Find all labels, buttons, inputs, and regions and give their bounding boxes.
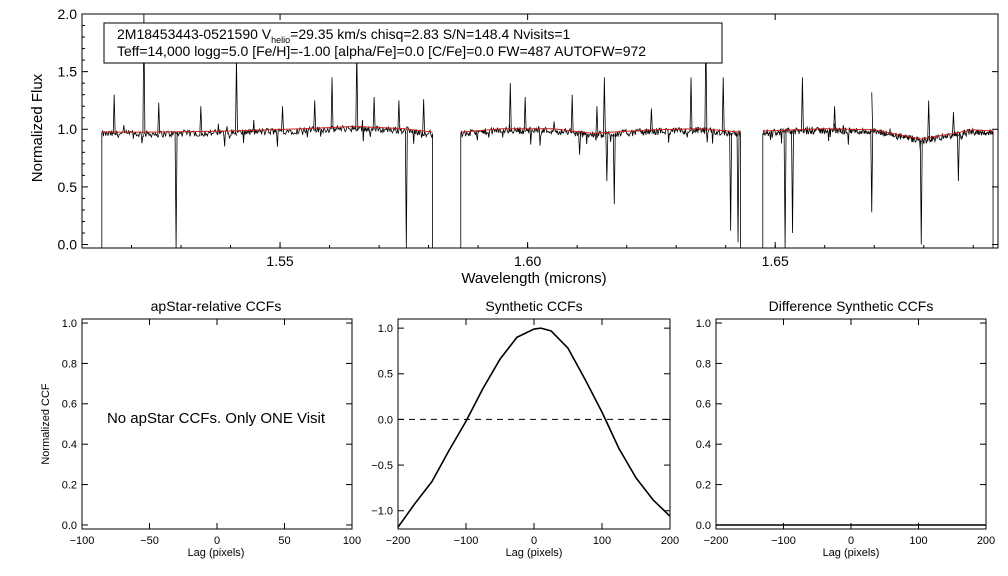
ccf3-ytick-label: 0.4 <box>696 439 711 451</box>
ccf3-ytick-label: 0.8 <box>696 358 711 370</box>
ccf1-ticks: −100 −50 0 50 100 0.0 0.2 0.4 0.6 0.8 1.0 <box>62 318 361 547</box>
ccf3-ytick-label: 0.2 <box>696 479 711 491</box>
ccf1-ytick-label: 0.0 <box>62 520 77 532</box>
ccf3-title: Difference Synthetic CCFs <box>769 298 934 314</box>
ccf1-xtick-label: −50 <box>140 535 159 547</box>
info-box <box>103 22 723 64</box>
spectrum-ytick-label: 2.0 <box>58 6 78 22</box>
spectrum-ytick-label: 0.5 <box>58 179 78 195</box>
ccf2-ytick-label: −1.0 <box>371 506 393 518</box>
ccf2-xtick-label: −200 <box>386 535 411 547</box>
ccf2-lines <box>397 327 671 528</box>
spectrum-ytick-label: 1.0 <box>58 121 78 137</box>
ccf1-ytick-label: 0.4 <box>62 439 77 451</box>
ccf1-xtick-label: −100 <box>70 535 95 547</box>
ccf1-ytick-label: 1.0 <box>62 318 77 330</box>
ccf2-frame <box>397 318 671 530</box>
ccf-panel-difference: Difference Synthetic CCFs −200 −100 0 100 20… <box>696 298 995 559</box>
ccf1-xlabel: Lag (pixels) <box>188 547 245 559</box>
spectrum-xtick-label: 1.60 <box>514 253 541 269</box>
ccf3-xtick-label: 200 <box>977 535 995 547</box>
ccf3-ticks: −200 −100 0 100 200 0.0 0.2 0.4 0.6 0.8 1.0 <box>696 318 995 547</box>
ccf3-xtick-label: −100 <box>771 535 796 547</box>
spectrum-chip-2-line <box>460 31 741 248</box>
spectrum-lines <box>101 13 994 249</box>
ccf3-xtick-label: 0 <box>848 535 854 547</box>
spectrum-xlabel: Wavelength (microns) <box>461 270 606 287</box>
ccf-panel-apstar: apStar-relative CCFs −100 −50 0 50 100 0.0 0.2… <box>40 298 361 559</box>
ccf2-ytick-label: 1.0 <box>378 323 393 335</box>
spectrum-xtick-label: 1.55 <box>266 253 293 269</box>
spectrum-chip-3-line <box>762 77 994 249</box>
ccf2-ticks: −200 −100 0 100 200 −1.0 −0.5 0.0 0.5 1.0 <box>371 319 679 547</box>
model-chip-3-line <box>762 128 994 140</box>
info-line-1: 2M18453443-0521590 Vhelio=29.35 km/s chi… <box>117 26 571 45</box>
ccf2-xtick-label: 100 <box>593 535 611 547</box>
ccf2-xtick-label: −100 <box>454 535 479 547</box>
ccf1-message: No apStar CCFs. Only ONE Visit <box>107 410 326 427</box>
spectrum-y-ticks: 1.55 1.60 1.65 0.0 0.5 1.0 1.5 2.0 <box>58 6 998 269</box>
ccf2-title: Synthetic CCFs <box>485 298 582 314</box>
spectrum-panel: 1.55 1.60 1.65 0.0 0.5 1.0 1.5 2.0 Normalized F… <box>29 6 999 287</box>
ccf3-xtick-label: −200 <box>704 535 729 547</box>
spectrum-frame <box>81 13 999 249</box>
ccf3-frame <box>715 318 987 530</box>
ccf3-xlabel: Lag (pixels) <box>823 547 880 559</box>
ccf2-xtick-label: 200 <box>661 535 679 547</box>
synthetic-ccf-line <box>397 327 671 528</box>
info-line-2: Teff=14,000 logg=5.0 [Fe/H]=-1.00 [alpha… <box>117 43 646 59</box>
ccf3-ytick-label: 0.0 <box>696 520 711 532</box>
ccf2-xlabel: Lag (pixels) <box>506 547 563 559</box>
ccf1-title: apStar-relative CCFs <box>151 298 282 314</box>
ccf1-ytick-label: 0.6 <box>62 399 77 411</box>
spectrum-ylabel: Normalized Flux <box>29 73 46 182</box>
ccf1-xtick-label: 50 <box>278 535 290 547</box>
ccf1-ytick-label: 0.2 <box>62 479 77 491</box>
ccf1-xtick-label: 100 <box>343 535 361 547</box>
ccf3-ytick-label: 0.6 <box>696 399 711 411</box>
ccf3-ytick-label: 1.0 <box>696 318 711 330</box>
ccf-panel-synthetic: Synthetic CCFs −200 −100 0 100 200 −1.0 −0.5 0.… <box>371 298 679 559</box>
ccf3-xtick-label: 100 <box>909 535 927 547</box>
ccf1-ytick-label: 0.8 <box>62 358 77 370</box>
ccf2-ytick-label: 0.0 <box>378 414 393 426</box>
ccf1-xtick-label: 0 <box>214 535 220 547</box>
spectrum-xtick-label: 1.65 <box>762 253 789 269</box>
ccf2-xtick-label: 0 <box>531 535 537 547</box>
model-chip-2-line <box>460 128 741 134</box>
ccf2-ytick-label: 0.5 <box>378 369 393 381</box>
model-chip-1-line <box>101 125 433 133</box>
ccf1-ylabel: Normalized CCF <box>40 383 52 465</box>
ccf2-ytick-label: −0.5 <box>371 460 393 472</box>
spectrum-ytick-label: 1.5 <box>58 64 78 80</box>
spectrum-ytick-label: 0.0 <box>58 236 78 252</box>
